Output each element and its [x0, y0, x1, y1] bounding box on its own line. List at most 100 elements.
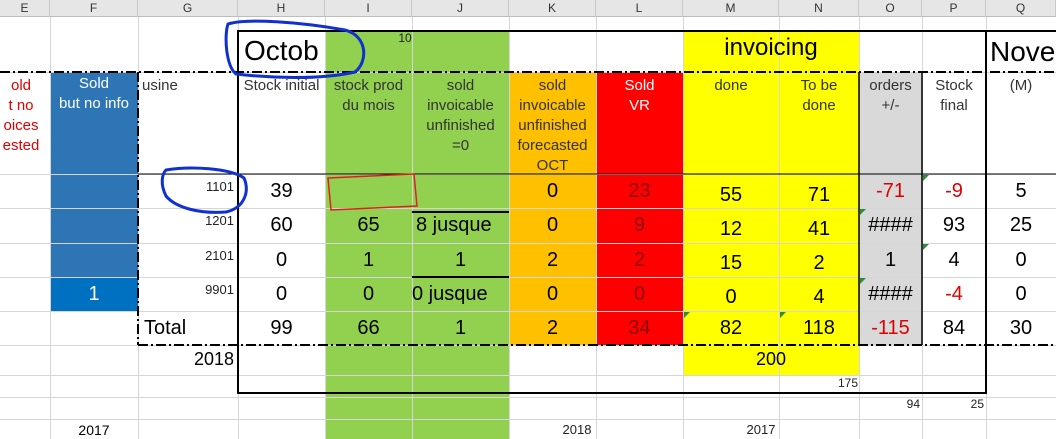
stock-initial-cell[interactable]: 0 [275, 283, 288, 305]
col-header-p[interactable]: P [922, 0, 986, 17]
footer-2018-k[interactable]: 2018 [562, 422, 592, 437]
col-header-o[interactable]: O [859, 0, 922, 17]
comment-indicator [780, 312, 786, 318]
title-november: Nove [990, 36, 1056, 67]
stock-final-cell[interactable]: -4 [945, 283, 963, 305]
stock-initial-cell[interactable]: 0 [275, 249, 288, 271]
done-cell[interactable]: 55 [719, 184, 743, 206]
stock-final-cell[interactable]: 4 [948, 249, 960, 271]
column-o-fill [859, 72, 922, 346]
total-stock-initial[interactable]: 99 [270, 317, 293, 339]
total-to-be-done[interactable]: 118 [803, 317, 835, 339]
total-stock-final[interactable]: 84 [942, 317, 966, 339]
total-sold-invoicable[interactable]: 1 [454, 317, 467, 339]
header-h: Stock initial [243, 77, 320, 94]
sold-invoicable-cell[interactable]: 8 jusque [416, 214, 492, 236]
col-header-f[interactable]: F [50, 0, 138, 17]
total-label[interactable]: Total [144, 317, 187, 339]
stock-final-cell[interactable]: 93 [942, 214, 966, 236]
done-cell[interactable]: 12 [719, 218, 743, 240]
col-header-h[interactable]: H [238, 0, 325, 17]
col-header-g[interactable]: G [138, 0, 238, 17]
forecasted-cell[interactable]: 0 [546, 283, 559, 305]
header-i: stock prod du mois [333, 77, 404, 114]
column-mn-fill [683, 31, 859, 375]
sold-invoicable-cell[interactable]: 1 [454, 249, 467, 271]
col-header-m[interactable]: M [683, 0, 779, 17]
col-header-i[interactable]: I [325, 0, 412, 17]
header-q: (M) [1009, 77, 1033, 94]
usine-cell[interactable]: 1101 [206, 179, 234, 194]
comment-indicator [860, 209, 866, 215]
stock-initial-cell[interactable]: 60 [270, 214, 293, 236]
title-october: Octob [244, 35, 319, 66]
to-be-done-cell[interactable]: 41 [807, 218, 831, 240]
total-stock-prod[interactable]: 66 [357, 317, 380, 339]
usine-cell[interactable]: 1201 [205, 213, 234, 228]
header-n: To be done [800, 77, 838, 114]
sold-vr-cell[interactable]: 23 [628, 180, 651, 202]
value-25[interactable]: 25 [970, 397, 984, 411]
nov-m-cell[interactable]: 0 [1015, 283, 1027, 305]
stock-prod-cell[interactable] [325, 174, 412, 208]
sold-invoicable-cell[interactable]: 0 jusque [412, 283, 488, 305]
forecasted-cell[interactable]: 0 [546, 180, 559, 202]
value-175[interactable]: 175 [837, 376, 858, 390]
value-94[interactable]: 94 [906, 397, 920, 411]
col-header-e[interactable]: E [0, 0, 50, 17]
orders-cell[interactable]: #### [868, 283, 913, 305]
year-2018-label[interactable]: 2018 [193, 349, 234, 369]
nov-m-cell[interactable]: 5 [1015, 180, 1027, 202]
forecasted-cell[interactable]: 2 [546, 249, 559, 271]
total-orders[interactable]: -115 [871, 317, 910, 339]
comment-indicator [684, 312, 690, 318]
stock-initial-cell[interactable]: 39 [270, 180, 293, 202]
stock-final-cell[interactable]: -9 [945, 180, 963, 202]
stock-prod-cell[interactable]: 65 [357, 214, 380, 236]
column-l-fill [596, 72, 683, 346]
column-f-highlight [50, 277, 138, 312]
total-nov-m[interactable]: 30 [1009, 317, 1033, 339]
stock-prod-cell[interactable]: 0 [362, 283, 375, 305]
comment-indicator [923, 175, 929, 181]
orders-cell[interactable]: #### [868, 214, 913, 236]
col-header-n[interactable]: N [779, 0, 859, 17]
nov-m-cell[interactable]: 0 [1015, 249, 1027, 271]
nov-m-cell[interactable]: 25 [1009, 214, 1033, 236]
total-sold-vr[interactable]: 34 [628, 317, 651, 339]
comment-indicator [860, 278, 866, 284]
to-be-done-cell[interactable]: 71 [807, 184, 831, 206]
note-10: 10 [398, 31, 412, 45]
footer-2017-f[interactable]: 2017 [78, 422, 110, 438]
header-j: sold invoicable unfinished =0 [426, 77, 495, 154]
invoice-total[interactable]: 200 [755, 349, 787, 369]
to-be-done-cell[interactable]: 2 [813, 252, 825, 274]
sold-invoicable-cell[interactable] [412, 174, 509, 208]
sold-vr-cell[interactable]: 2 [633, 249, 646, 271]
usine-cell[interactable]: 2101 [205, 248, 234, 263]
orders-cell[interactable]: 1 [884, 249, 897, 271]
header-l: Sold VR [624, 77, 655, 114]
done-cell[interactable]: 15 [719, 252, 743, 274]
header-e: old t no oices ested [2, 77, 40, 154]
sold-vr-cell[interactable]: 0 [633, 283, 646, 305]
col-header-j[interactable]: J [412, 0, 509, 17]
sold-vr-cell[interactable]: 9 [633, 214, 646, 236]
sold-no-info-cell[interactable]: 1 [88, 283, 100, 305]
header-m: done [714, 77, 748, 94]
usine-cell[interactable]: 9901 [205, 282, 234, 297]
comment-indicator [923, 244, 929, 250]
to-be-done-cell[interactable]: 4 [813, 286, 825, 308]
col-header-k[interactable]: K [509, 0, 596, 17]
total-done[interactable]: 82 [719, 317, 743, 339]
column-k-fill [509, 72, 596, 346]
forecasted-cell[interactable]: 0 [546, 214, 559, 236]
annotation-rect-stock-prod [327, 173, 418, 211]
total-forecasted[interactable]: 2 [546, 317, 559, 339]
orders-cell[interactable]: -71 [876, 180, 905, 202]
col-header-l[interactable]: L [596, 0, 683, 17]
done-cell[interactable]: 0 [725, 286, 737, 308]
footer-2017-m[interactable]: 2017 [746, 422, 776, 437]
stock-prod-cell[interactable]: 1 [362, 249, 375, 271]
